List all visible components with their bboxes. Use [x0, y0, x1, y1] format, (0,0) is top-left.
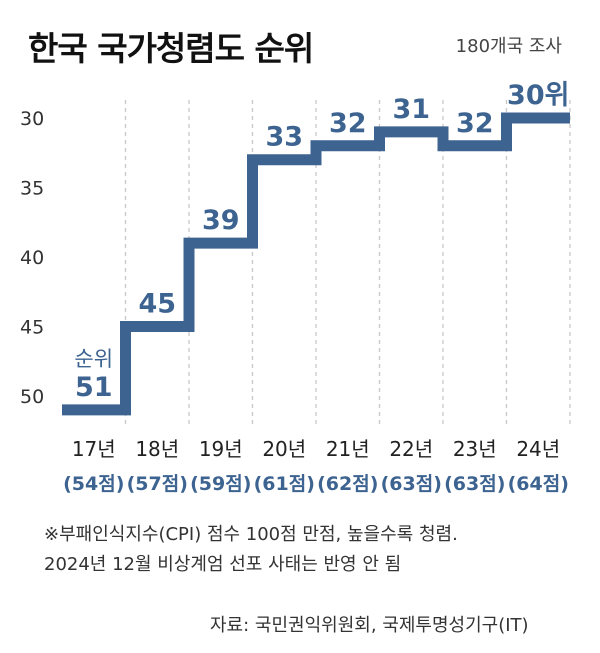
- x-score-3: (61점): [254, 473, 315, 495]
- x-score-7: (64점): [508, 473, 569, 495]
- data-label-1: 45: [138, 289, 176, 320]
- y-tick-30: 30: [20, 108, 44, 130]
- data-label-prefix: 순위: [74, 347, 113, 371]
- x-category-1: 18년: [135, 437, 179, 461]
- x-category-0: 17년: [72, 437, 116, 461]
- x-score-5: (63점): [381, 473, 442, 495]
- x-category-5: 22년: [389, 437, 433, 461]
- data-label-4: 32: [329, 108, 367, 139]
- x-category-4: 21년: [326, 437, 370, 461]
- y-tick-50: 50: [20, 386, 44, 408]
- data-label-5: 31: [392, 94, 430, 125]
- x-score-4: (62점): [317, 473, 378, 495]
- data-label-0: 51: [75, 372, 113, 403]
- chart-title: 한국 국가청렴도 순위: [28, 29, 314, 68]
- x-score-6: (63점): [444, 473, 505, 495]
- x-category-2: 19년: [199, 437, 243, 461]
- source-credit: 자료: 국민권익위원회, 국제투명성기구(IT): [210, 615, 529, 636]
- y-axis-ticks: 30 35 40 45 50: [20, 108, 44, 408]
- y-tick-40: 40: [20, 247, 44, 269]
- data-label-2: 39: [202, 205, 240, 236]
- x-category-6: 23년: [453, 437, 497, 461]
- x-category-3: 20년: [262, 437, 306, 461]
- series-line-rank: [62, 112, 570, 416]
- footnote: ※부패인식지수(CPI) 점수 100점 만점, 높을수록 청렴. 2024년 …: [44, 520, 458, 580]
- footnote-line-2: 2024년 12월 비상계엄 선포 사태는 반영 안 됨: [44, 554, 402, 575]
- data-label-7: 30위: [507, 80, 569, 111]
- x-category-7: 24년: [516, 437, 560, 461]
- data-label-6: 32: [456, 108, 494, 139]
- x-score-2: (59점): [190, 473, 251, 495]
- x-score-1: (57점): [127, 473, 188, 495]
- chart-subtitle: 180개국 조사: [455, 36, 562, 57]
- y-tick-35: 35: [20, 178, 44, 200]
- data-label-3: 33: [265, 122, 303, 153]
- x-score-0: (54점): [63, 473, 124, 495]
- footnote-line-1: ※부패인식지수(CPI) 점수 100점 만점, 높을수록 청렴.: [44, 524, 458, 545]
- x-axis-categories: 17년 (54점) 18년 (57점) 19년 (59점) 20년 (61점) 21년 (62점)…: [63, 437, 569, 495]
- y-tick-45: 45: [20, 317, 44, 339]
